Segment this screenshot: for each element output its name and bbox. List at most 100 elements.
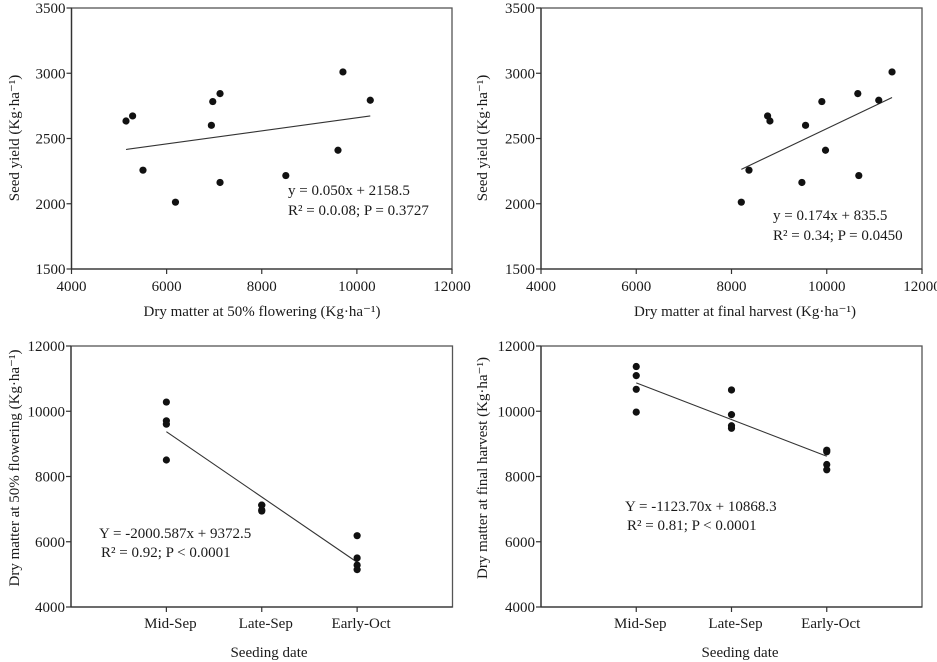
panel-seed-yield-vs-dm-flowering: Dry matter at 50% flowering (Kg·ha⁻¹) Se… [7,1,471,320]
data-point [139,166,147,174]
y-tick-label: 4000 [35,600,65,616]
x-axis-label: Seeding date [230,645,307,661]
trend-line [636,382,827,457]
x-axis-label: Dry matter at final harvest (Kg·ha⁻¹) [634,304,856,320]
trend-line [741,97,893,170]
x-tick-label: 6000 [621,279,651,295]
plot-frame [70,7,453,270]
y-tick-label: 2500 [36,132,66,148]
data-point [162,398,170,406]
y-tick-label: 4000 [505,600,535,616]
x-tick-label: 4000 [526,279,556,295]
y-tick-label: 10000 [498,404,536,420]
x-tick-label: 12000 [433,279,471,295]
y-tick-label: 3500 [505,1,535,17]
data-point [823,448,831,456]
data-point [854,90,862,98]
data-point [366,96,374,104]
data-point [216,90,224,98]
data-point [821,146,830,154]
data-point [855,171,863,180]
data-point [727,411,736,419]
panel-seed-yield-vs-dm-harvest: Dry matter at final harvest (Kg·ha⁻¹) Se… [475,1,937,320]
data-point [207,121,215,129]
panel-dm-harvest-vs-seeding-date: Seeding date Dry matter at final harvest… [475,339,923,661]
data-point [727,424,736,432]
y-tick-label: 12000 [28,339,66,355]
data-point [216,178,224,187]
x-tick-label: 6000 [152,279,182,295]
regression-stats: R² = 0.0.08; P = 0.3727 [288,203,429,219]
regression-stats: R² = 0.92; P < 0.0001 [101,545,231,561]
x-tick-label: Early-Oct [801,616,861,632]
y-tick-label: 1500 [505,262,535,278]
x-tick-label: Mid-Sep [614,616,667,632]
data-point [823,460,831,469]
y-tick-label: 3000 [505,66,535,82]
x-axis-label: Dry matter at 50% flowering (Kg·ha⁻¹) [144,304,381,320]
data-point [798,178,806,187]
data-point [162,456,170,464]
data-point [129,112,137,120]
data-point [632,362,640,371]
data-point [353,532,361,540]
x-tick-label: 8000 [717,279,747,295]
data-point [339,68,347,76]
x-tick-label: 10000 [808,279,846,295]
data-point [727,386,736,394]
data-point [737,198,745,206]
y-tick-label: 10000 [28,404,66,420]
data-point [745,166,753,174]
data-point [353,566,361,574]
x-tick-label: Late-Sep [239,616,293,632]
regression-equation: Y = -2000.587x + 9372.5 [99,526,251,542]
y-tick-label: 3000 [36,66,66,82]
data-point [632,372,640,380]
y-axis-label: Seed yield (Kg·ha⁻¹) [475,75,491,202]
regression-equation: y = 0.050x + 2158.5 [288,183,410,199]
trend-line [166,431,358,563]
data-point [801,121,810,129]
y-tick-label: 6000 [35,535,65,551]
y-axis-label: Dry matter at 50% flowering (Kg·ha⁻¹) [7,350,23,587]
regression-stats: R² = 0.34; P = 0.0450 [773,228,903,244]
data-point [766,117,774,125]
panel-dm-flowering-vs-seeding-date: Seeding date Dry matter at 50% flowering… [7,339,454,661]
y-tick-label: 1500 [36,262,66,278]
data-point [122,117,130,125]
y-tick-label: 2000 [505,197,535,213]
x-tick-label: 12000 [903,279,937,295]
data-point [632,408,640,416]
x-tick-label: 10000 [338,279,376,295]
y-axis-label: Dry matter at final harvest (Kg·ha⁻¹) [475,357,491,579]
y-tick-label: 2500 [505,132,535,148]
regression-equation: Y = -1123.70x + 10868.3 [625,499,777,515]
data-point [258,501,266,509]
y-tick-label: 3500 [36,1,66,17]
y-tick-label: 8000 [505,470,535,486]
y-tick-label: 8000 [35,470,65,486]
x-tick-label: 4000 [57,279,87,295]
y-axis-label: Seed yield (Kg·ha⁻¹) [7,75,23,202]
data-point [171,198,180,206]
data-point [875,96,883,104]
data-point [888,68,896,76]
y-tick-label: 12000 [498,339,536,355]
x-tick-label: 8000 [247,279,277,295]
x-axis-label: Seeding date [701,645,778,661]
data-point [632,385,640,393]
data-point [282,171,290,180]
regression-stats: R² = 0.81; P < 0.0001 [627,518,757,534]
data-point [258,507,266,515]
data-point [334,146,342,154]
y-tick-label: 6000 [505,535,535,551]
plot-frame [70,345,454,608]
data-point [818,97,826,106]
data-point [209,97,217,106]
x-tick-label: Late-Sep [708,616,762,632]
x-tick-label: Mid-Sep [144,616,197,632]
y-tick-label: 2000 [36,197,66,213]
x-tick-label: Early-Oct [332,616,392,632]
data-point [162,420,170,428]
